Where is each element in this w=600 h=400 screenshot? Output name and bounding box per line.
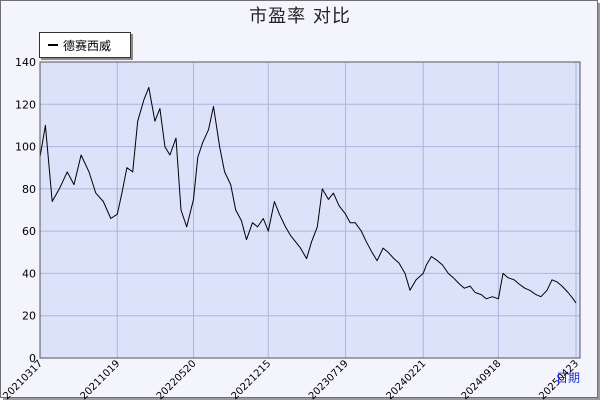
y-tick-label: 0 bbox=[29, 352, 36, 365]
y-tick-label: 40 bbox=[22, 267, 36, 280]
legend-line-swatch bbox=[48, 44, 58, 46]
y-tick-label: 20 bbox=[22, 310, 36, 323]
x-tick-label: 20211019 bbox=[79, 358, 123, 400]
y-tick-label: 60 bbox=[22, 225, 36, 238]
x-tick-label: 20240918 bbox=[460, 358, 504, 400]
chart-title: 市盈率 对比 bbox=[249, 6, 351, 27]
x-tick-label: 20240221 bbox=[385, 358, 429, 400]
y-tick-label: 120 bbox=[15, 98, 36, 111]
series-line-desay-sv bbox=[39, 86, 577, 304]
y-tick-label: 140 bbox=[15, 56, 36, 69]
plot-border bbox=[39, 61, 581, 359]
period-link[interactable]: 日期 bbox=[556, 371, 581, 385]
y-tick-label: 100 bbox=[15, 141, 36, 154]
y-tick-label: 80 bbox=[22, 183, 36, 196]
x-tick-label: 20221215 bbox=[230, 358, 274, 400]
x-tick-label: 20230719 bbox=[307, 358, 351, 400]
x-tick-label: 20220520 bbox=[155, 358, 199, 400]
x-tick-label: 20210317 bbox=[1, 358, 45, 400]
legend-label: 德赛西威 bbox=[63, 38, 112, 53]
plot-area bbox=[39, 61, 581, 359]
chart-legend: 德赛西威 bbox=[39, 32, 131, 58]
